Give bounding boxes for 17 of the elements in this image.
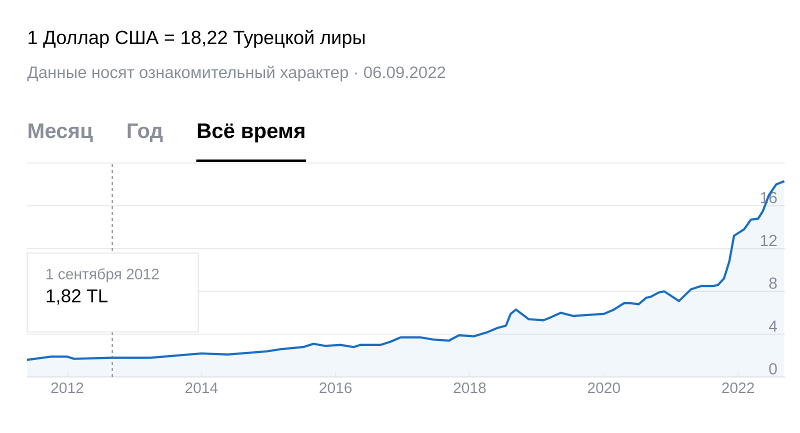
x-tick-label: 2016 [320,382,352,394]
y-tick-label: 4 [768,320,777,332]
chart-subtitle: Данные носят ознакомительный характер · 06.09.2022 [27,66,446,82]
annotation: 1 сентября 2012 [46,268,159,282]
x-tick-label: 2022 [722,382,754,394]
x-tick-label: 2014 [185,382,218,394]
y-tick-label: 12 [760,234,777,246]
x-tick-label: 2018 [454,382,486,394]
x-tick-label: 2012 [51,382,84,394]
text: Год [128,124,163,142]
text: Месяц [28,124,93,142]
chart-title: 1 Доллар США = 18,22 Турецкой лиры [28,30,365,48]
y-tick-label: 8 [769,278,777,289]
y-tick-label: 0 [769,363,777,374]
x-tick-label: 2020 [588,382,620,394]
annotation: 1,82 TL [46,289,108,305]
text: Всё время [198,123,304,142]
